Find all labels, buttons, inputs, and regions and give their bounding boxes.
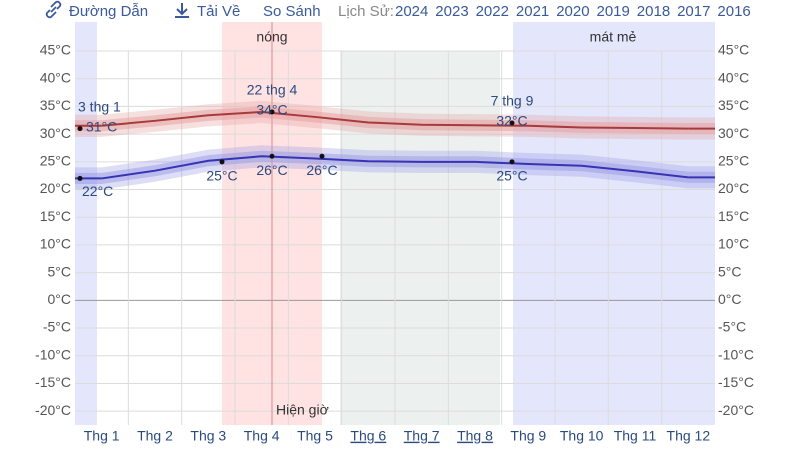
y-tick-label-right: -20°C [718, 402, 754, 418]
annotation-value: 34°C [256, 102, 287, 118]
year-link[interactable]: 2024 [395, 3, 428, 20]
x-tick-label: Thg 3 [190, 428, 226, 444]
y-tick-label: 0°C [48, 291, 72, 307]
x-tick-label: Thg 1 [84, 428, 120, 444]
toolbar-link[interactable]: Đường Dẫn [69, 3, 148, 20]
year-link[interactable]: 2021 [516, 3, 549, 20]
y-tick-label: 5°C [48, 263, 72, 279]
y-tick-label: 25°C [40, 153, 71, 169]
season-label: mát mẻ [590, 29, 637, 45]
annotation-dot [269, 153, 275, 159]
year-link[interactable]: 2020 [556, 3, 589, 20]
annotation-value: 31°C [86, 118, 117, 134]
y-tick-label-right: 30°C [718, 125, 749, 141]
annotation-date: 7 thg 9 [491, 93, 534, 109]
x-tick-label: Thg 5 [297, 428, 333, 444]
annotation-value: 25°C [206, 168, 237, 184]
annotation-dot [509, 120, 515, 126]
download-icon [175, 3, 189, 18]
now-label: Hiện giờ [276, 402, 329, 418]
year-link[interactable]: 2017 [677, 3, 710, 20]
x-tick-label: Thg 2 [137, 428, 173, 444]
y-tick-label-right: -15°C [718, 374, 754, 390]
y-tick-label-right: 40°C [718, 69, 749, 85]
history-label: Lịch Sử: [338, 3, 394, 20]
link-icon [45, 0, 62, 19]
y-tick-label: 20°C [40, 180, 71, 196]
y-tick-label-right: 45°C [718, 42, 749, 58]
y-tick-label: 35°C [40, 97, 71, 113]
y-tick-label: -20°C [35, 402, 71, 418]
toolbar-link[interactable]: So Sánh [263, 3, 321, 20]
y-tick-label: 40°C [40, 69, 71, 85]
cool-season [513, 22, 715, 425]
x-tick-label: Thg 11 [614, 428, 657, 444]
x-tick-label: Thg 9 [510, 428, 546, 444]
y-tick-label-right: -5°C [718, 319, 746, 335]
annotation-date: 22 thg 4 [247, 82, 298, 98]
annotation-dot [269, 109, 275, 115]
y-tick-label-right: 25°C [718, 153, 749, 169]
annotation-dot [77, 126, 83, 132]
x-tick-label: Thg 6 [350, 428, 386, 444]
y-tick-label-right: 5°C [718, 263, 742, 279]
x-tick-label: Thg 12 [667, 428, 711, 444]
x-tick-label: Thg 4 [244, 428, 280, 444]
year-link[interactable]: 2019 [597, 3, 630, 20]
cool-season [75, 22, 97, 425]
annotation-value: 26°C [306, 162, 337, 178]
y-tick-label: 10°C [40, 236, 71, 252]
year-link[interactable]: 2016 [717, 3, 750, 20]
toolbar-link[interactable]: Tải Về [197, 3, 240, 20]
year-link[interactable]: 2022 [476, 3, 509, 20]
y-tick-label: -5°C [43, 319, 71, 335]
line-series [101, 110, 689, 130]
y-tick-label-right: 0°C [718, 291, 742, 307]
x-tick-label: Thg 8 [457, 428, 493, 444]
y-tick-label: -10°C [35, 346, 71, 362]
y-tick-label: 45°C [40, 42, 71, 58]
y-tick-label-right: -10°C [718, 346, 754, 362]
line-series [101, 155, 689, 180]
annotation-value: 32°C [496, 113, 527, 129]
annotation-dot [319, 153, 325, 159]
annotation-dot [509, 159, 515, 165]
y-tick-label: 30°C [40, 125, 71, 141]
y-tick-label: -15°C [35, 374, 71, 390]
mid-season [340, 51, 500, 425]
x-tick-label: Thg 10 [560, 428, 604, 444]
annotation-dot [219, 159, 225, 165]
y-tick-label-right: 35°C [718, 97, 749, 113]
y-tick-label-right: 20°C [718, 180, 749, 196]
annotation-dot [77, 175, 83, 181]
annotation-date: 3 thg 1 [78, 98, 121, 114]
year-link[interactable]: 2023 [435, 3, 468, 20]
y-tick-label: 15°C [40, 208, 71, 224]
y-tick-label-right: 15°C [718, 208, 749, 224]
annotation-value: 26°C [256, 162, 287, 178]
x-tick-label: Thg 7 [404, 428, 440, 444]
plot-background [75, 22, 715, 425]
year-link[interactable]: 2018 [637, 3, 670, 20]
annotation-value: 22°C [82, 183, 113, 199]
y-tick-label-right: 10°C [718, 236, 749, 252]
annotation-value: 25°C [496, 168, 527, 184]
